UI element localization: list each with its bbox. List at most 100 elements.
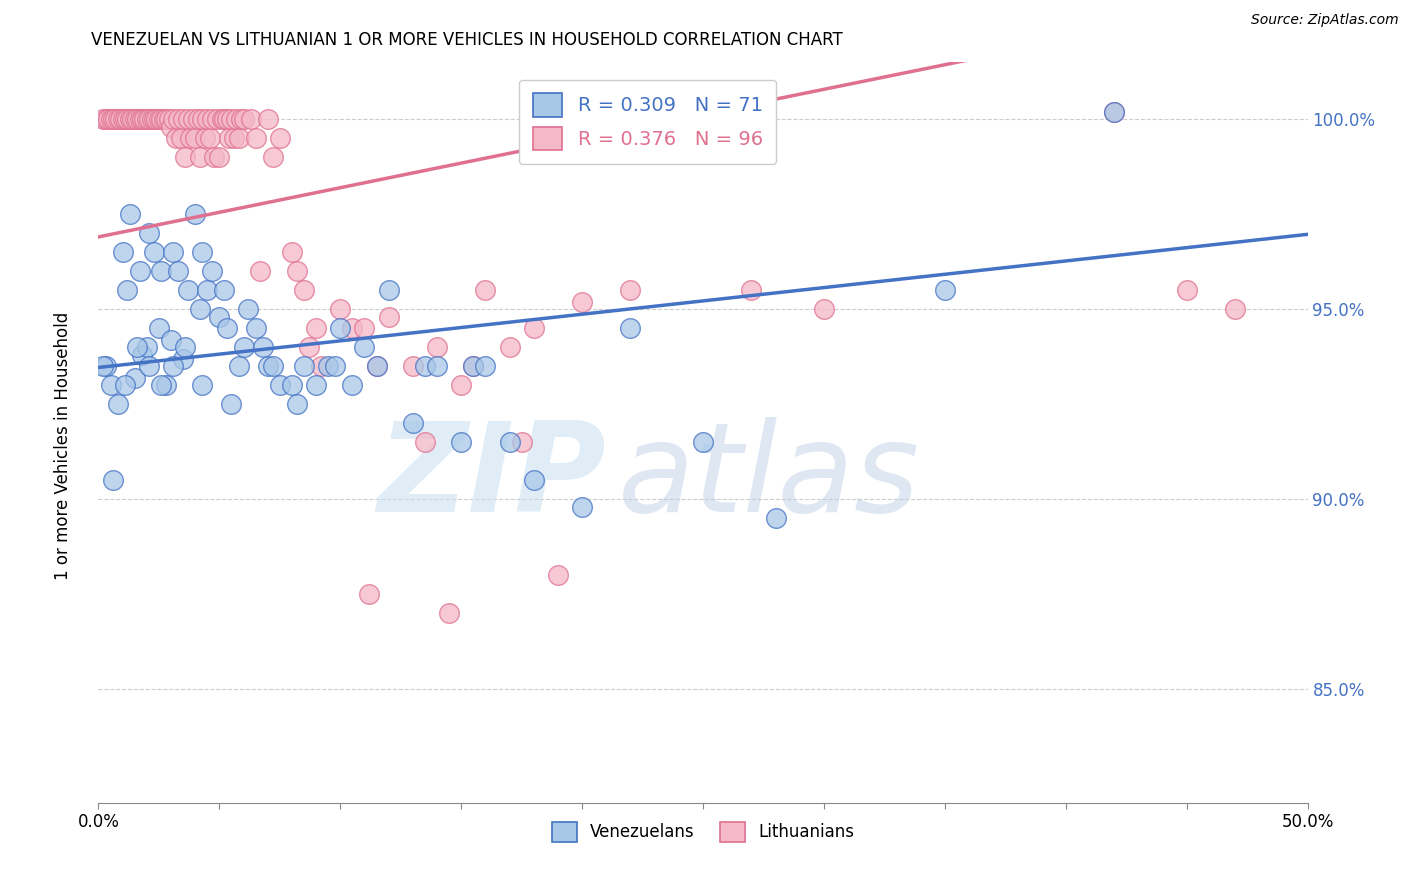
Point [131,112,153,127]
Point [204,150,226,164]
Point [305,321,328,335]
Point [510,435,533,450]
Point [353,340,375,354]
Point [232,112,254,127]
Point [138,359,160,374]
Point [128,264,150,278]
Point [225,112,247,127]
Point [245,321,267,335]
Point [619,283,641,297]
Point [111,112,134,127]
Point [205,112,228,127]
Point [221,112,243,127]
Point [229,112,252,127]
Point [194,131,217,145]
Text: ZIP: ZIP [378,417,606,538]
Point [127,340,149,354]
Point [269,378,291,392]
Point [155,112,177,127]
Point [212,283,235,297]
Point [201,112,224,127]
Point [212,112,235,127]
Point [1223,302,1246,317]
Point [413,435,436,450]
Point [174,150,197,164]
Point [269,131,291,145]
Point [165,131,187,145]
Point [215,321,238,335]
Point [740,283,762,297]
Point [208,310,231,324]
Text: atlas: atlas [619,417,921,538]
Point [211,112,233,127]
Point [91,359,114,374]
Point [94,112,117,127]
Point [150,264,173,278]
Point [131,348,153,362]
Point [426,359,449,374]
Point [181,112,204,127]
Point [184,207,207,221]
Point [571,294,593,309]
Point [177,112,200,127]
Point [138,112,160,127]
Point [228,131,250,145]
Text: 1 or more Vehicles in Household: 1 or more Vehicles in Household [55,312,72,580]
Point [238,302,260,317]
Point [191,245,214,260]
Point [239,112,262,127]
Point [172,351,194,366]
Point [101,473,124,487]
Point [107,397,129,411]
Point [366,359,388,374]
Point [124,112,146,127]
Point [571,500,593,514]
Point [619,321,641,335]
Point [172,112,194,127]
Point [108,112,131,127]
Point [135,112,157,127]
Point [195,112,218,127]
Point [174,340,197,354]
Point [262,150,284,164]
Point [118,207,141,221]
Point [228,359,250,374]
Point [195,283,218,297]
Point [107,112,129,127]
Point [426,340,449,354]
Point [117,112,139,127]
Point [256,359,278,374]
Point [450,378,472,392]
Text: VENEZUELAN VS LITHUANIAN 1 OR MORE VEHICLES IN HOUSEHOLD CORRELATION CHART: VENEZUELAN VS LITHUANIAN 1 OR MORE VEHIC… [91,31,844,49]
Point [124,370,146,384]
Point [1102,104,1125,119]
Point [342,378,364,392]
Point [292,283,315,297]
Point [377,283,399,297]
Point [934,283,956,297]
Point [316,359,339,374]
Point [100,112,122,127]
Point [692,112,714,127]
Point [249,264,271,278]
Point [281,245,304,260]
Point [201,264,224,278]
Point [463,359,485,374]
Point [91,112,114,127]
Point [167,112,190,127]
Point [245,131,267,145]
Point [150,112,173,127]
Point [256,112,278,127]
Point [305,378,328,392]
Point [342,321,364,335]
Point [463,359,485,374]
Point [138,227,160,241]
Point [765,511,787,525]
Point [281,378,304,392]
Point [474,283,496,297]
Point [208,150,231,164]
Point [188,302,211,317]
Point [366,359,388,374]
Point [162,245,184,260]
Point [198,131,221,145]
